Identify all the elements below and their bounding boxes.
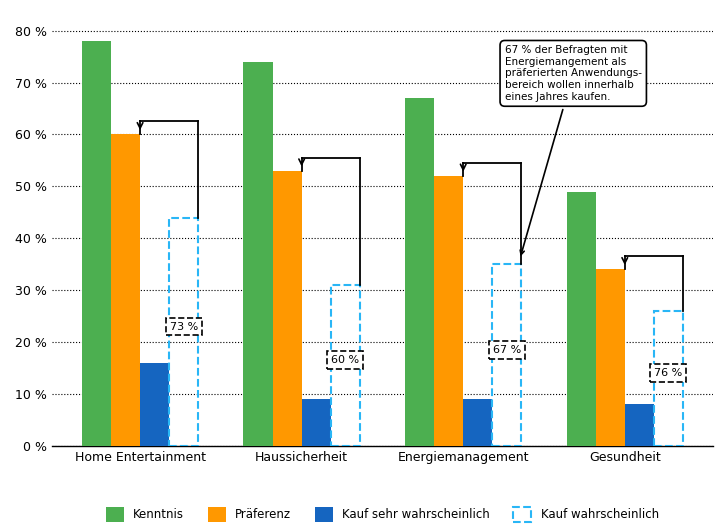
Text: 67 % der Befragten mit
Energiemangement als
präferierten Anwendungs-
bereich wol: 67 % der Befragten mit Energiemangement … [505, 45, 642, 255]
Bar [463, 399, 492, 446]
Bar [111, 134, 140, 446]
Bar [654, 311, 683, 446]
Bar [272, 171, 301, 446]
Bar [301, 399, 331, 446]
Bar [140, 363, 169, 446]
Bar [405, 98, 434, 446]
Text: 60 %: 60 % [331, 355, 360, 365]
Text: 76 %: 76 % [654, 369, 683, 378]
Bar [566, 192, 596, 446]
Bar [492, 264, 521, 446]
Legend: Kenntnis, Präferenz, Kauf sehr wahrscheinlich, Kauf wahrscheinlich: Kenntnis, Präferenz, Kauf sehr wahrschei… [101, 502, 663, 526]
Bar [434, 176, 463, 446]
Bar [331, 285, 360, 446]
Bar [625, 405, 654, 446]
Text: 67 %: 67 % [493, 345, 521, 355]
Bar [82, 41, 111, 446]
Bar [169, 218, 198, 446]
Bar [243, 62, 272, 446]
Text: 73 %: 73 % [170, 322, 198, 331]
Bar [596, 269, 625, 446]
